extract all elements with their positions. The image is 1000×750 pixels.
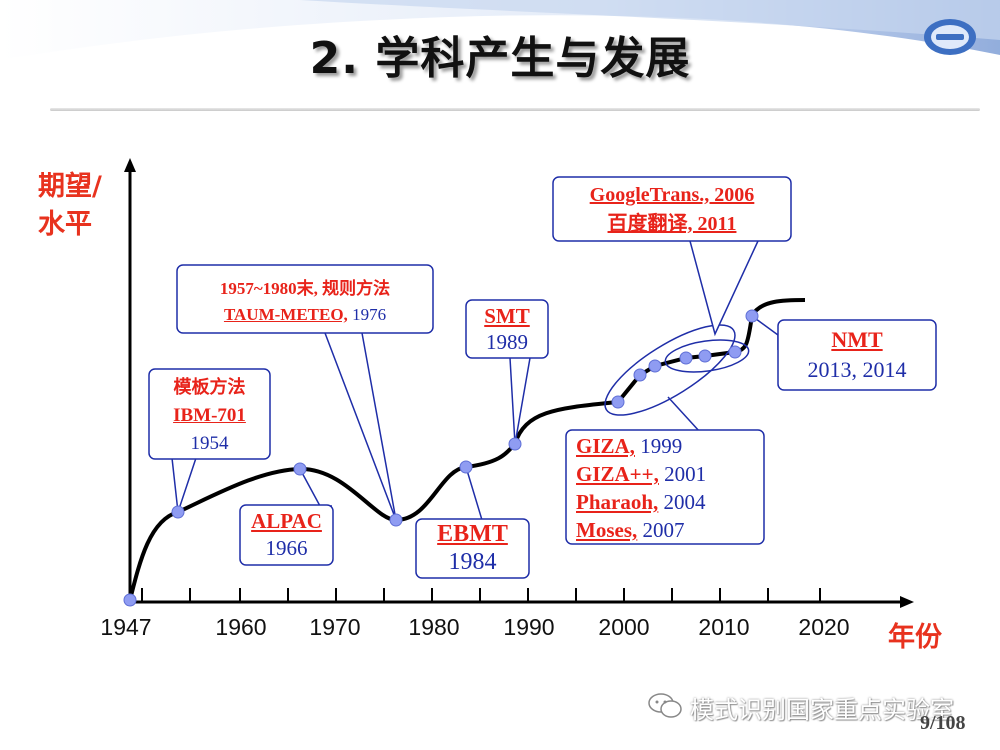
template-label: 模板方法 [173,377,246,398]
year-label-2020: 2020 [798,614,850,640]
point-2006 [679,351,693,365]
rule-pointer [324,332,397,521]
year-label-1980: 1980 [408,614,460,640]
google-callout-text: GoogleTrans., 2006 百度翻译, 2011 [553,181,791,239]
gizapp-row: GIZA++, 2001 [576,460,762,488]
ebmt-pointer [465,466,506,521]
template-year: 1954 [190,433,229,454]
ebmt-year: 1984 [448,549,497,575]
smt-callout-box [465,299,549,359]
point-2004 [648,359,662,373]
year-label-1970: 1970 [309,614,361,640]
year-label-2000: 2000 [598,614,650,640]
point-1954 [171,505,185,519]
point-1966 [293,462,307,476]
template-callout-text: 模板方法 IBM-701 1954 [149,374,270,458]
lab-logo [924,19,976,55]
ebmt-label: EBMT [437,521,508,547]
rule-callout-text: 1957~1980末, 规则方法 TAUM-METEO, 1976 [177,276,433,328]
giza-label: GIZA, [576,434,635,458]
giza-pointer [667,396,725,433]
point-1984 [459,460,473,474]
year-label-1990: 1990 [503,614,555,640]
pharaoh-row: Pharaoh, 2004 [576,488,762,516]
giza-callout-box [565,429,765,545]
wechat-icon [648,693,682,718]
nmt-years: 2013, 2014 [807,357,907,382]
rule-callout-box [176,264,434,334]
lab-watermark: 模式识别国家重点实验室 [690,696,954,724]
smt-label: SMT [484,304,530,328]
header-swoosh [0,0,1000,60]
giza-group-ellipse [604,324,736,416]
point-1989 [508,437,522,451]
year-label-2010: 2010 [698,614,750,640]
moses-label: Moses, [576,518,638,542]
year-label-1960: 1960 [215,614,267,640]
point-1999 [611,395,625,409]
google-pointer [689,240,759,337]
x-axis-title: 年份 [888,622,942,653]
pharaoh-year: 2004 [658,490,706,514]
alpac-year: 1966 [265,536,308,560]
ebmt-callout-box [415,518,530,579]
point-2001 [633,368,647,382]
gizapp-label: GIZA++, [576,462,659,486]
nmt-label: NMT [831,327,883,352]
smt-callout-text: SMT 1989 [466,303,548,355]
point-2013 [745,309,759,323]
nmt-callout-text: NMT 2013, 2014 [778,325,936,385]
x-axis-ticks [141,588,821,602]
page-title: 2. 学科产生与发展 [309,33,691,84]
point-2011 [728,345,742,359]
alpac-label: ALPAC [251,509,322,533]
moses-row: Moses, 2007 [576,516,762,544]
google-callout-box [552,176,792,242]
point-2007 [698,349,712,363]
template-callout-box [148,368,271,460]
point-1947 [123,593,137,607]
google-group-ellipse [664,339,750,373]
giza-callout-text: GIZA, 1999 GIZA++, 2001 Pharaoh, 2004 Mo… [576,432,762,544]
rule-year: 1976 [347,305,387,324]
point-1976 [389,513,403,527]
title-divider [50,108,980,111]
smt-year: 1989 [486,330,528,354]
x-axis-arrow [900,596,914,608]
nmt-callout-box [777,319,937,391]
page-number: 9/108 [920,712,966,734]
alpac-callout-box [239,504,334,566]
rule-label: 1957~1980末, 规则方法 [219,279,391,298]
development-curve [128,298,806,601]
pharaoh-label: Pharaoh, [576,490,659,514]
year-label-1947: 1947 [100,614,152,640]
y-axis-title: 期望/ 水平 [38,168,102,244]
template-system: IBM-701 [173,405,246,426]
alpac-callout-text: ALPAC 1966 [240,508,333,562]
giza-row: GIZA, 1999 [576,432,762,460]
baidu-label: 百度翻译, 2011 [607,213,737,235]
gizapp-year: 2001 [658,462,707,486]
y-axis-title-line-2: 水平 [38,209,92,240]
giza-year: 1999 [634,434,683,458]
moses-year: 2007 [637,518,685,542]
y-axis-title-line-1: 期望/ [38,171,102,202]
google-label: GoogleTrans., 2006 [589,184,755,206]
ebmt-callout-text: EBMT 1984 [416,520,529,576]
rule-system: TAUM-METEO, [223,305,348,324]
y-axis-arrow [124,158,136,172]
